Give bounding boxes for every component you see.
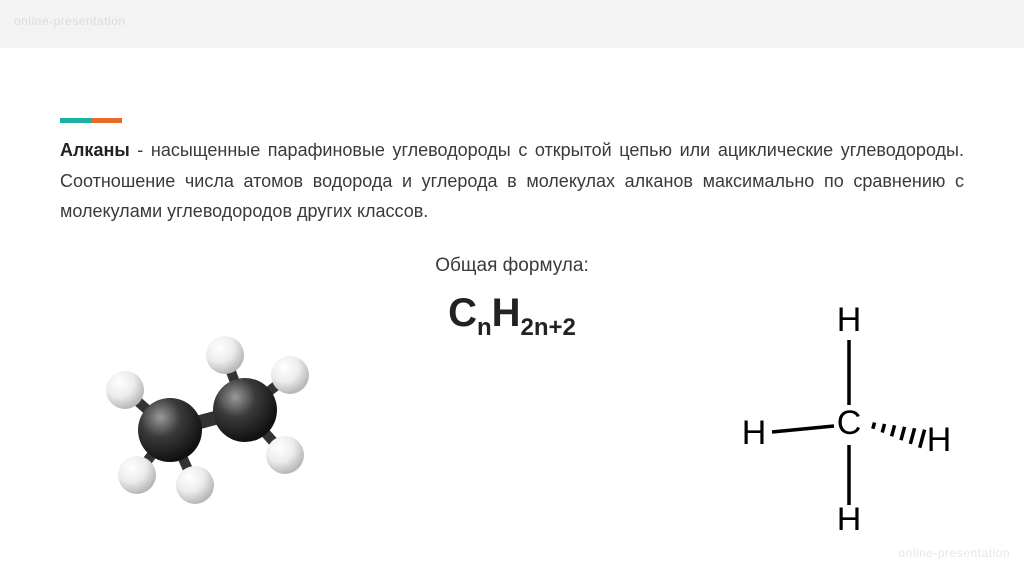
definition-paragraph: Алканы - насыщенные парафиновые углеводо… [60,135,964,227]
top-bar [0,0,1024,48]
formula-C: C [448,291,477,335]
hydrogen-atom [266,436,304,474]
definition-term: Алканы [60,140,130,160]
atom-label: H [742,414,767,452]
atom-label: C [837,404,862,442]
formula-label: Общая формула: [60,255,964,277]
ethane-3d-model [75,320,335,520]
bond-line [772,426,834,432]
methane-group: C H H H H [742,301,952,530]
hashed-wedge-segment [882,424,884,433]
formula-H: H [492,291,521,335]
formula-sub-n: n [477,314,492,341]
hydrogen-atom [106,371,144,409]
carbon-atom [138,398,202,462]
definition-text: - насыщенные парафиновые углеводороды с … [60,140,964,221]
content-area: Алканы - насыщенные парафиновые углеводо… [0,48,1024,342]
hashed-wedge-segment [910,428,914,444]
watermark-top-left: online-presentation [14,14,126,28]
hydrogen-atom [118,456,156,494]
accent-orange [91,118,122,123]
atom-label: H [927,421,952,459]
hydrogen-atom [271,356,309,394]
accent-teal [60,118,91,123]
hashed-wedge-segment [920,430,925,448]
watermark-bottom-right: online-presentation [898,546,1010,560]
formula-sub-2n2: 2n+2 [521,314,576,341]
methane-structural-formula: C H H H H [734,300,964,530]
hashed-wedge-segment [873,422,875,428]
atom-label: H [837,501,862,530]
carbon-atom [213,378,277,442]
accent-bar [60,118,122,123]
hydrogen-atom [206,336,244,374]
hydrogen-atom [176,466,214,504]
hashed-wedge-segment [901,427,905,440]
hashed-wedge-segment [892,425,895,436]
atom-label: H [837,301,862,339]
